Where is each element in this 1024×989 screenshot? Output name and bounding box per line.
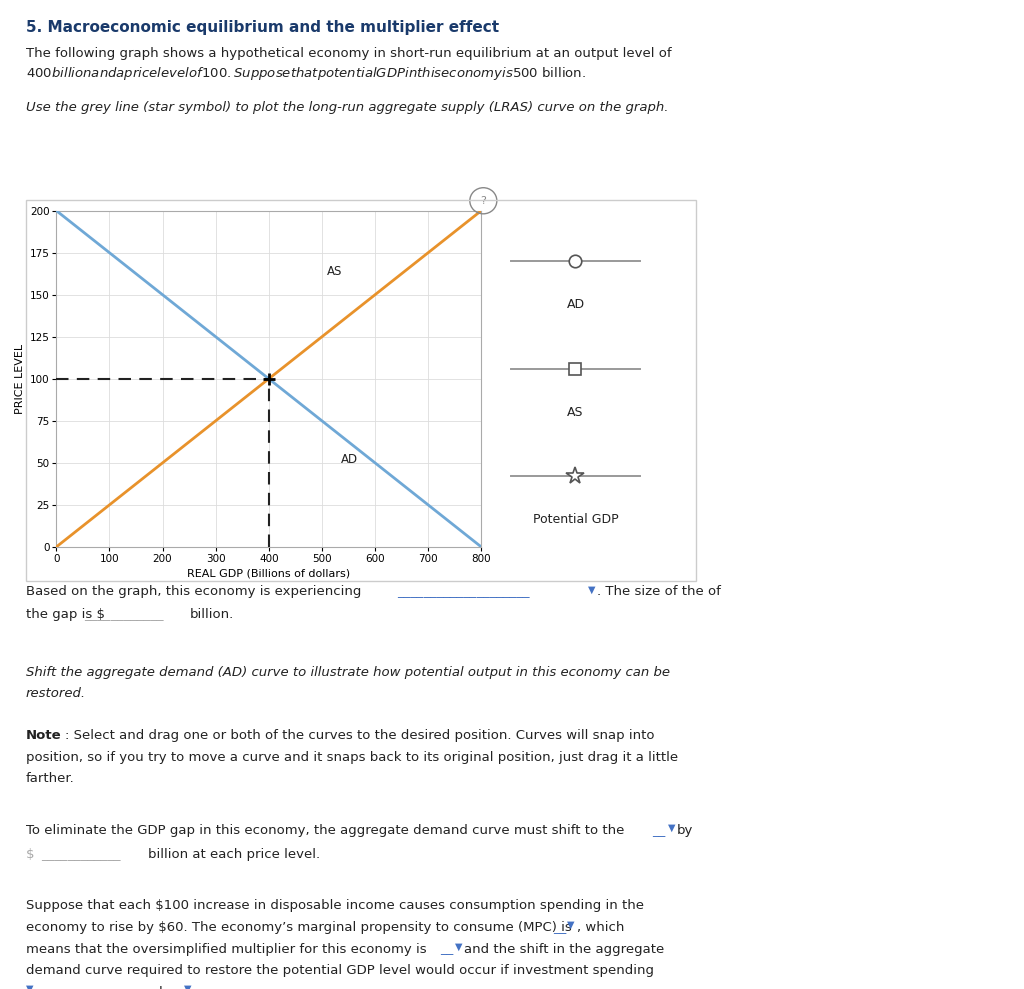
Text: AD: AD <box>566 298 585 312</box>
Text: ____________: ____________ <box>84 608 164 621</box>
Text: farther.: farther. <box>26 772 75 785</box>
Text: the gap is $: the gap is $ <box>26 608 104 621</box>
Text: ____________: ____________ <box>184 986 264 989</box>
Text: ▼: ▼ <box>567 920 574 930</box>
Text: 5. Macroeconomic equilibrium and the multiplier effect: 5. Macroeconomic equilibrium and the mul… <box>26 20 499 35</box>
Text: and the shift in the aggregate: and the shift in the aggregate <box>464 943 665 955</box>
Text: demand curve required to restore the potential GDP level would occur if investme: demand curve required to restore the pot… <box>26 964 653 977</box>
Text: Use the grey line (star symbol) to plot the long-run aggregate supply (LRAS) cur: Use the grey line (star symbol) to plot … <box>26 101 668 114</box>
Text: means that the oversimplified multiplier for this economy is: means that the oversimplified multiplier… <box>26 943 426 955</box>
Text: billion.: billion. <box>189 608 233 621</box>
Text: by: by <box>677 824 693 837</box>
Text: ▼: ▼ <box>455 942 462 951</box>
Text: ____________: ____________ <box>41 848 121 860</box>
Text: ▼: ▼ <box>184 984 191 989</box>
Text: __: __ <box>440 943 454 955</box>
Text: .: . <box>312 986 316 989</box>
Text: Note: Note <box>26 729 61 742</box>
Text: AS: AS <box>328 264 343 278</box>
Text: AS: AS <box>567 405 584 418</box>
Text: economy to rise by $60. The economy’s marginal propensity to consume (MPC) is: economy to rise by $60. The economy’s ma… <box>26 921 571 934</box>
Text: restored.: restored. <box>26 687 86 700</box>
Text: ____________: ____________ <box>26 986 105 989</box>
Text: position, so if you try to move a curve and it snaps back to its original positi: position, so if you try to move a curve … <box>26 751 678 764</box>
Text: ____________________: ____________________ <box>397 585 529 598</box>
Text: . The size of the of: . The size of the of <box>597 585 721 598</box>
Text: $: $ <box>26 848 34 860</box>
Text: __: __ <box>553 921 566 934</box>
Text: by: by <box>159 986 175 989</box>
Text: Suppose that each $100 increase in disposable income causes consumption spending: Suppose that each $100 increase in dispo… <box>26 899 644 912</box>
Text: AD: AD <box>341 453 357 466</box>
Text: __: __ <box>652 824 666 837</box>
Text: Based on the graph, this economy is experiencing: Based on the graph, this economy is expe… <box>26 585 361 598</box>
Text: $400 billion and a price level of 100. Suppose that potential GDP in this econom: $400 billion and a price level of 100. S… <box>26 65 586 82</box>
Text: To eliminate the GDP gap in this economy, the aggregate demand curve must shift : To eliminate the GDP gap in this economy… <box>26 824 624 837</box>
Text: : Select and drag one or both of the curves to the desired position. Curves will: : Select and drag one or both of the cur… <box>65 729 654 742</box>
Text: Potential GDP: Potential GDP <box>532 513 618 526</box>
Text: The following graph shows a hypothetical economy in short-run equilibrium at an : The following graph shows a hypothetical… <box>26 47 671 60</box>
Text: Shift the aggregate demand (AD) curve to illustrate how potential output in this: Shift the aggregate demand (AD) curve to… <box>26 666 670 678</box>
Y-axis label: PRICE LEVEL: PRICE LEVEL <box>15 344 26 413</box>
X-axis label: REAL GDP (Billions of dollars): REAL GDP (Billions of dollars) <box>187 568 350 578</box>
Text: ?: ? <box>480 196 486 206</box>
Text: billion at each price level.: billion at each price level. <box>148 848 321 860</box>
Text: ▼: ▼ <box>26 984 33 989</box>
Text: ▼: ▼ <box>588 584 595 594</box>
Text: , which: , which <box>577 921 624 934</box>
Text: ▼: ▼ <box>668 823 675 833</box>
